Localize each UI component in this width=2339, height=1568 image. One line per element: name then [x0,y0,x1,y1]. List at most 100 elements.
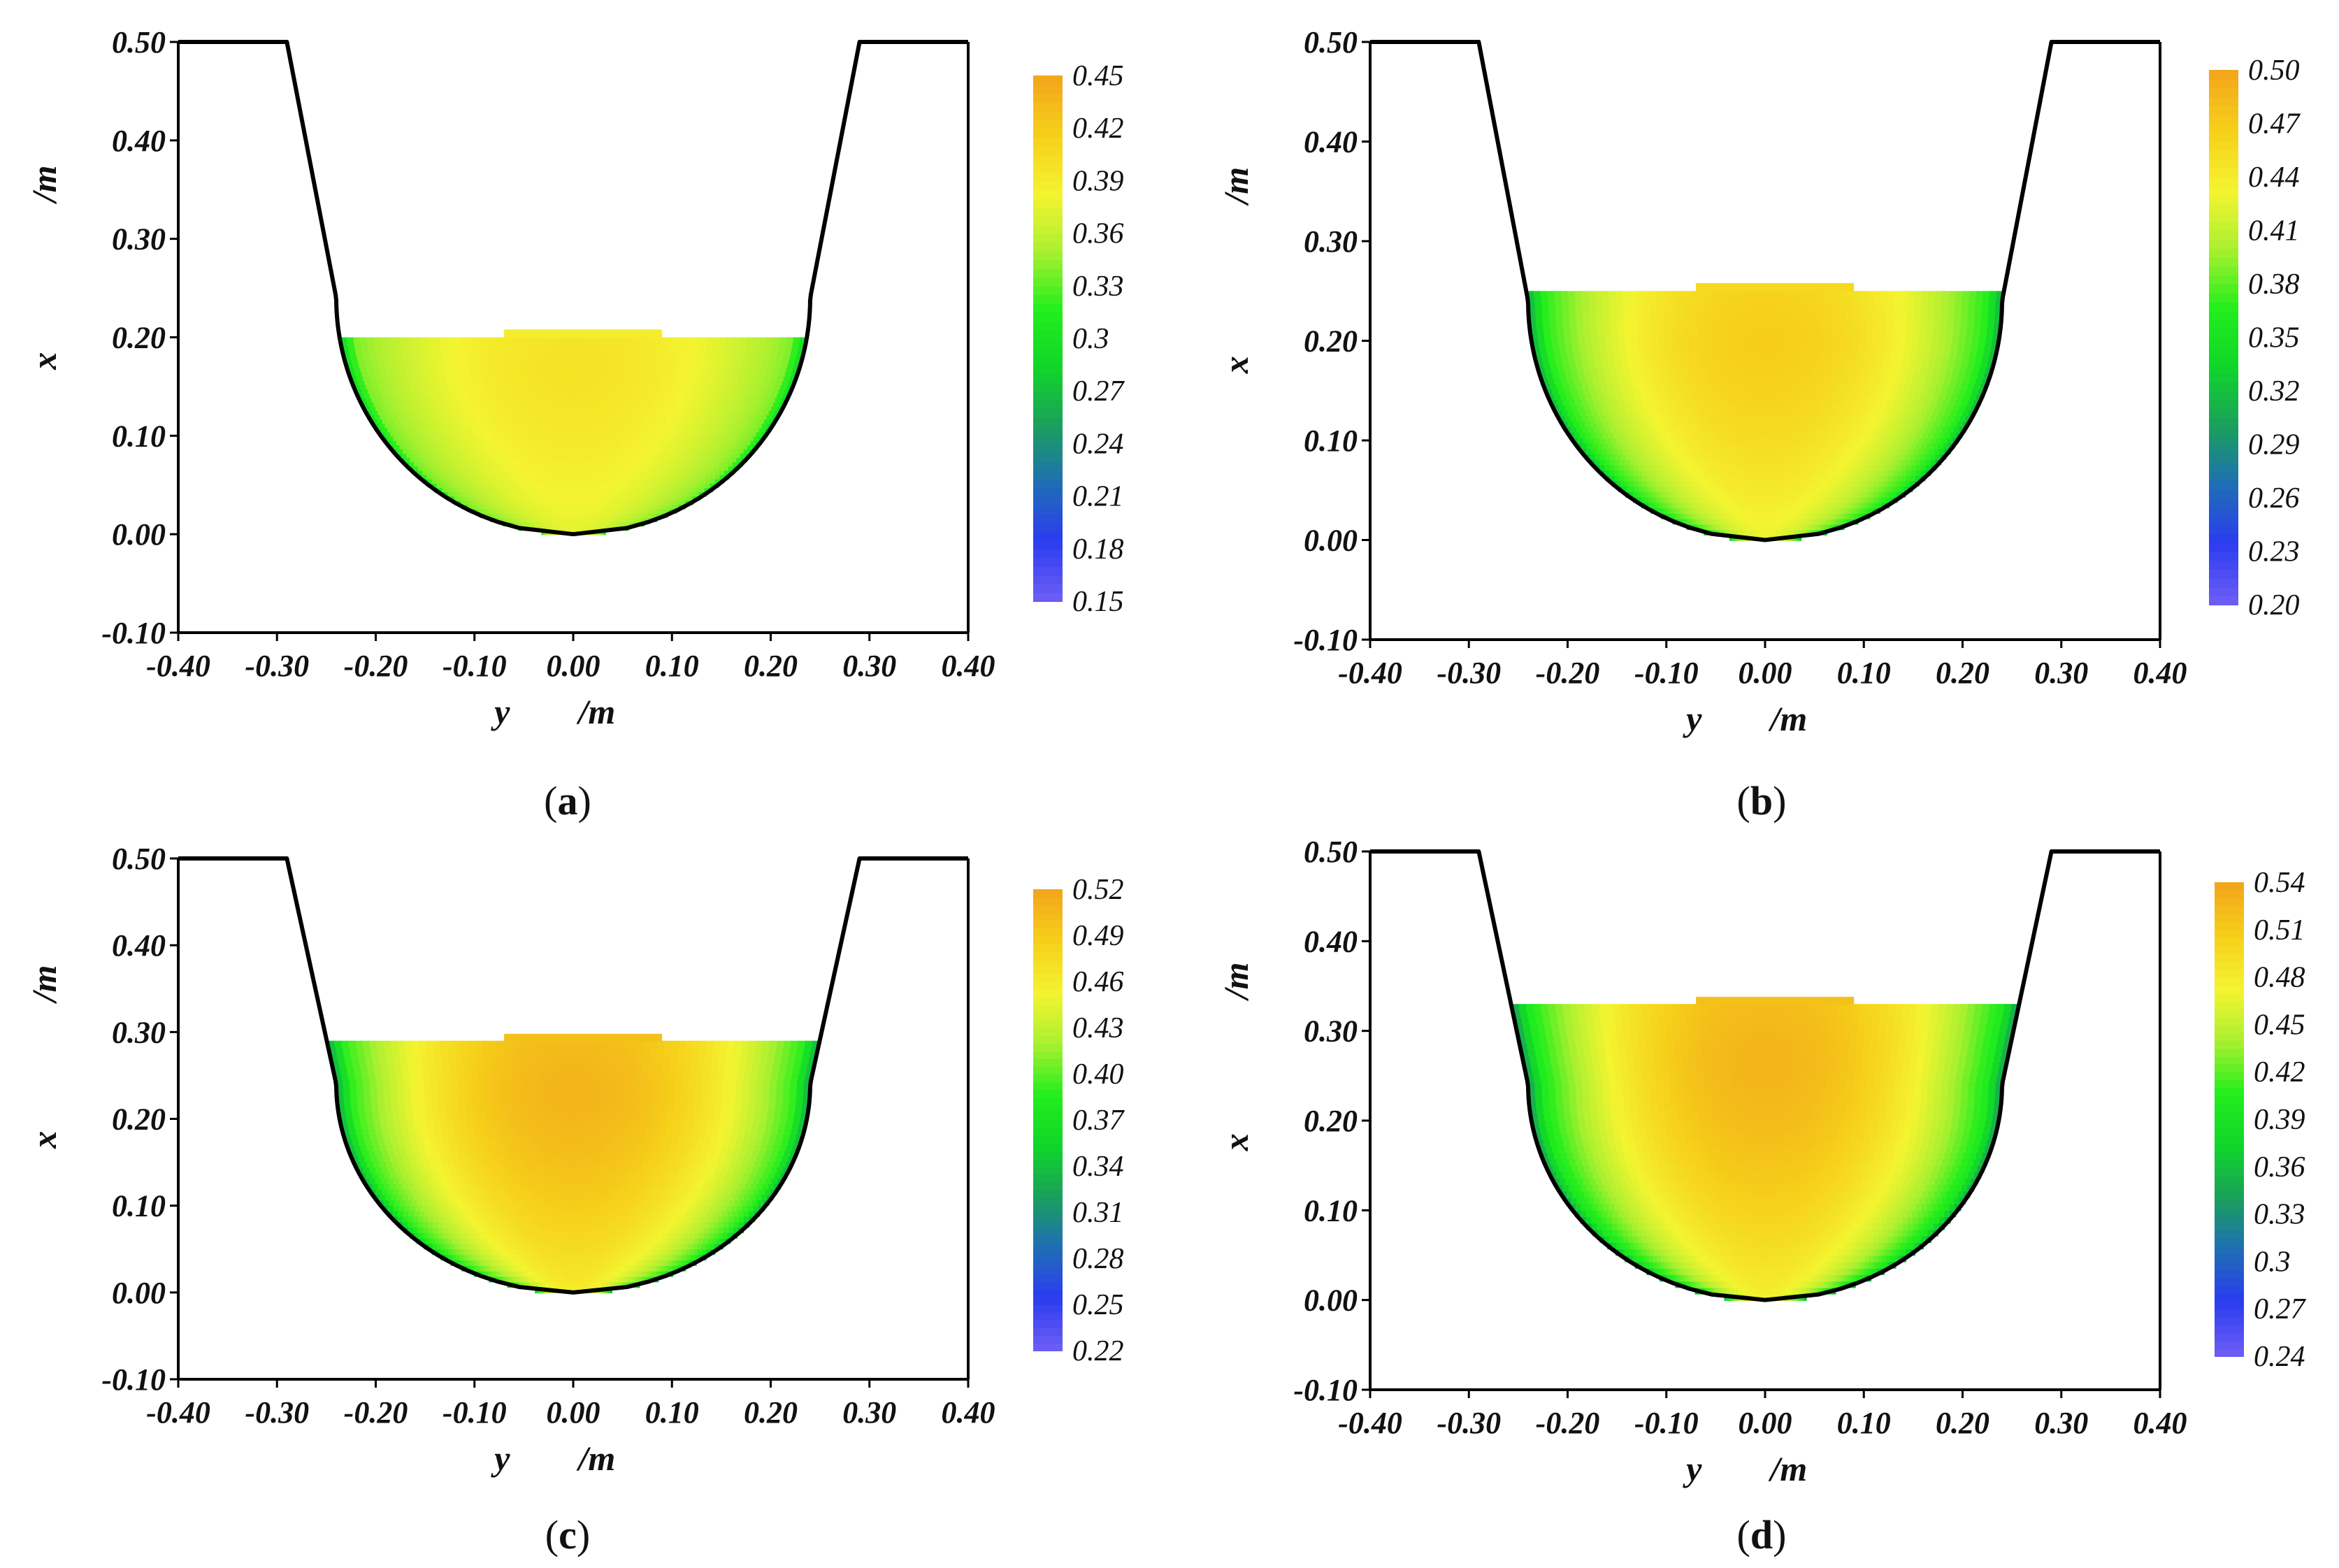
field-cell [786,337,794,343]
field-cell [640,427,647,433]
field-cell [473,444,480,449]
field-cell [500,397,507,403]
field-cell [371,410,379,415]
field-cell [768,410,776,415]
field-cell [473,431,480,437]
field-cell [756,380,764,386]
field-cell [736,456,742,463]
field-cell [756,422,763,429]
field-cell [526,345,535,352]
field-cell [491,380,498,386]
field-cell [550,470,556,475]
field-cell [397,384,405,390]
field-cell [540,517,544,522]
field-cell [796,354,804,360]
field-cell [634,397,642,403]
field-cell [1811,502,1816,509]
field-cell [1828,464,1834,471]
field-cell [631,521,635,527]
field-cell [637,418,644,424]
field-cell [1814,437,1822,444]
field-cell [490,508,495,514]
field-cell [731,436,738,441]
field-cell [418,448,424,454]
field-cell [649,508,654,514]
field-cell [584,422,591,429]
field-cell [619,363,626,368]
field-cell [596,508,601,514]
field-cell [1703,508,1707,514]
field-cell [373,341,382,347]
field-cell [565,487,570,493]
field-cell [645,350,654,356]
field-cell [718,350,726,356]
field-cell [1883,486,1888,492]
field-cell [494,354,502,360]
field-cell [707,371,716,377]
field-cell [433,440,440,445]
field-cell [554,397,562,403]
field-cell [1797,502,1801,509]
field-cell [602,482,607,489]
field-cell [592,461,598,467]
field-cell [468,444,475,449]
field-cell [426,427,433,433]
field-cell [1805,426,1812,433]
field-cell [422,350,429,356]
field-cell [625,359,633,364]
field-cell [661,384,668,390]
field-cell [1791,447,1798,454]
field-cell [750,354,758,360]
field-cell [1692,464,1698,471]
field-cell [410,456,416,463]
field-cell [645,448,652,454]
panel-a-surface-hump [504,329,663,338]
field-cell [1804,464,1810,471]
field-cell [438,427,445,433]
field-cell [513,345,521,352]
field-cell [440,470,446,475]
field-cell [618,517,622,522]
field-cell [482,482,487,489]
colorbar-swatch [1033,583,1063,594]
field-cell [548,525,551,531]
field-cell [631,461,637,467]
field-cell [526,478,531,484]
field-cell [447,350,456,356]
colorbar-swatch [1033,207,1063,217]
field-cell [496,448,502,454]
field-cell [624,500,629,505]
field-cell [531,508,536,514]
field-cell [1804,502,1808,509]
field-cell [434,345,442,352]
field-cell [1690,502,1696,509]
field-cell [560,371,568,377]
field-cell [676,478,682,484]
field-cell [640,337,648,343]
field-cell [443,393,451,398]
field-cell [1731,496,1736,503]
field-cell [1948,426,1955,433]
field-cell [561,508,566,514]
field-cell [1648,464,1654,471]
field-cell [1765,529,1768,535]
field-cell [1814,508,1819,514]
field-cell [643,375,651,381]
field-cell [699,380,707,386]
field-cell [575,517,579,522]
field-cell [786,367,794,373]
field-cell [1730,421,1737,428]
field-cell [1786,486,1792,492]
field-cell [521,367,529,373]
field-cell [1886,437,1893,444]
field-cell [372,384,380,390]
field-cell [730,384,737,390]
field-cell [671,354,679,360]
field-cell [714,397,721,403]
field-cell [680,487,686,493]
panel-a: -0.40 -0.30 -0.20 -0.10 0.00 0.10 0.20 0.30 0.40… [24,25,1125,823]
field-cell [627,456,634,463]
field-cell [401,452,408,459]
field-cell [433,401,441,407]
field-cell [1806,415,1813,422]
